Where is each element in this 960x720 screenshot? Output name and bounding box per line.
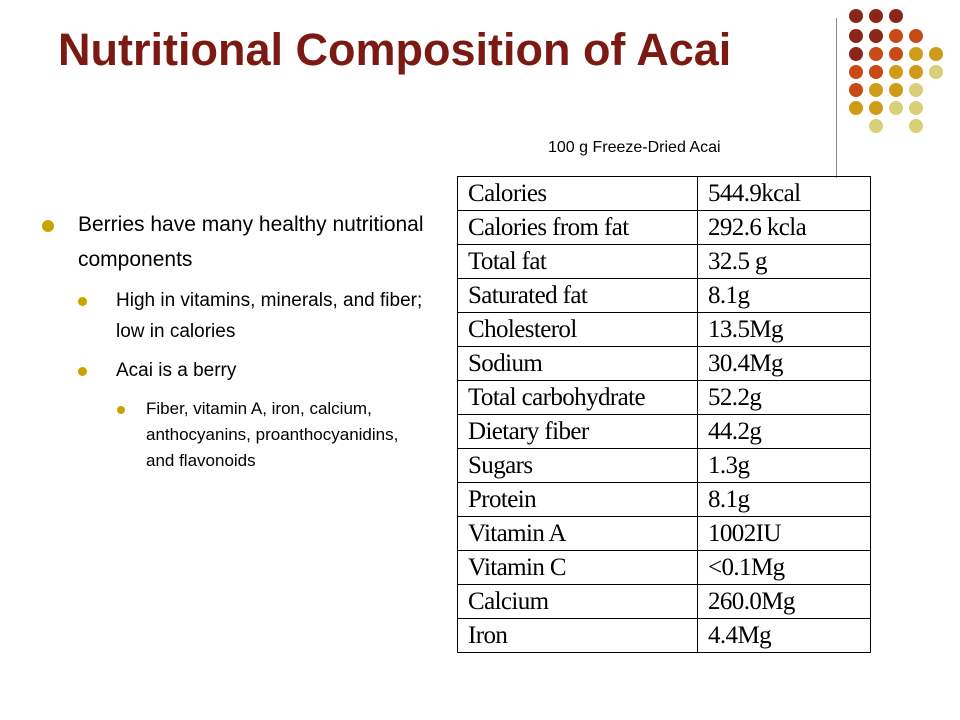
- nutrient-value-cell: 30.4Mg: [697, 346, 871, 381]
- bullet-item-level1: Berries have many healthy nutritional co…: [40, 207, 425, 277]
- nutrient-value-cell: 32.5 g: [697, 244, 871, 279]
- table-row: Iron 4.4Mg: [457, 618, 871, 653]
- decorative-dot-icon: [849, 65, 863, 79]
- slide-title: Nutritional Composition of Acai: [58, 24, 732, 75]
- nutrient-name-cell: Iron: [457, 618, 698, 653]
- decorative-dot-icon: [909, 29, 923, 43]
- nutrient-value-cell: 1.3g: [697, 448, 871, 483]
- nutrient-name-cell: Calories: [457, 176, 698, 211]
- decorative-dot-icon: [869, 83, 883, 97]
- nutrient-value-cell: 4.4Mg: [697, 618, 871, 653]
- decorative-divider-line: [836, 18, 837, 178]
- decorative-dot-icon: [909, 65, 923, 79]
- decorative-dot-icon: [849, 29, 863, 43]
- table-caption: 100 g Freeze-Dried Acai: [548, 139, 721, 156]
- nutrient-value-cell: <0.1Mg: [697, 550, 871, 585]
- decorative-dot-icon: [929, 47, 943, 61]
- table-row: Calcium 260.0Mg: [457, 584, 871, 619]
- decorative-dot-icon: [869, 9, 883, 23]
- bullet-list: Berries have many healthy nutritional co…: [40, 207, 425, 474]
- table-row: Vitamin A 1002IU: [457, 516, 871, 551]
- decorative-dot-icon: [849, 83, 863, 97]
- nutrient-value-cell: 13.5Mg: [697, 312, 871, 347]
- nutrient-value-cell: 8.1g: [697, 482, 871, 517]
- decorative-dot-icon: [869, 101, 883, 115]
- bullet-item-level3: Fiber, vitamin A, iron, calcium, anthocy…: [40, 396, 425, 474]
- nutrient-name-cell: Total carbohydrate: [457, 380, 698, 415]
- bullet-text: Fiber, vitamin A, iron, calcium, anthocy…: [146, 399, 399, 470]
- decorative-dot-icon: [909, 47, 923, 61]
- table-row: Total carbohydrate 52.2g: [457, 380, 871, 415]
- decorative-dot-icon: [909, 101, 923, 115]
- bullet-dot-icon: [42, 220, 54, 232]
- decorative-dot-icon: [849, 101, 863, 115]
- decorative-dot-icon: [909, 119, 923, 133]
- nutrient-name-cell: Calories from fat: [457, 210, 698, 245]
- nutrient-value-cell: 544.9kcal: [697, 176, 871, 211]
- decorative-dot-icon: [889, 29, 903, 43]
- table-row: Calories 544.9kcal: [457, 176, 871, 211]
- table-row: Protein 8.1g: [457, 482, 871, 517]
- nutrient-value-cell: 292.6 kcla: [697, 210, 871, 245]
- decorative-dot-icon: [889, 65, 903, 79]
- nutrient-value-cell: 52.2g: [697, 380, 871, 415]
- bullet-text: Berries have many healthy nutritional co…: [78, 213, 424, 271]
- decorative-dot-icon: [889, 47, 903, 61]
- nutrition-table: Calories 544.9kcal Calories from fat 292.6 …: [457, 176, 871, 653]
- nutrient-value-cell: 8.1g: [697, 278, 871, 313]
- nutrient-value-cell: 1002IU: [697, 516, 871, 551]
- decorative-dot-icon: [869, 29, 883, 43]
- bullet-item-level2: Acai is a berry: [40, 355, 425, 386]
- nutrient-name-cell: Cholesterol: [457, 312, 698, 347]
- table-row: Calories from fat 292.6 kcla: [457, 210, 871, 245]
- decorative-dot-icon: [849, 9, 863, 23]
- bullet-dot-icon: [78, 297, 87, 306]
- nutrient-name-cell: Sodium: [457, 346, 698, 381]
- nutrient-name-cell: Total fat: [457, 244, 698, 279]
- decorative-dot-icon: [889, 83, 903, 97]
- nutrient-name-cell: Protein: [457, 482, 698, 517]
- nutrient-name-cell: Dietary fiber: [457, 414, 698, 449]
- decorative-dot-icon: [869, 119, 883, 133]
- bullet-dot-icon: [117, 406, 125, 414]
- decorative-dot-icon: [849, 47, 863, 61]
- bullet-dot-icon: [78, 367, 87, 376]
- nutrient-name-cell: Calcium: [457, 584, 698, 619]
- decorative-dot-icon: [889, 101, 903, 115]
- decorative-dot-icon: [889, 9, 903, 23]
- nutrient-name-cell: Saturated fat: [457, 278, 698, 313]
- nutrient-name-cell: Vitamin A: [457, 516, 698, 551]
- bullet-item-level2: High in vitamins, minerals, and fiber; l…: [40, 285, 425, 347]
- table-row: Vitamin C <0.1Mg: [457, 550, 871, 585]
- nutrient-value-cell: 260.0Mg: [697, 584, 871, 619]
- bullet-text: High in vitamins, minerals, and fiber; l…: [116, 290, 423, 342]
- decorative-dot-icon: [869, 65, 883, 79]
- table-row: Total fat 32.5 g: [457, 244, 871, 279]
- decorative-dot-icon: [869, 47, 883, 61]
- table-row: Dietary fiber 44.2g: [457, 414, 871, 449]
- nutrient-value-cell: 44.2g: [697, 414, 871, 449]
- nutrient-name-cell: Sugars: [457, 448, 698, 483]
- decorative-dot-icon: [929, 65, 943, 79]
- table-row: Cholesterol 13.5Mg: [457, 312, 871, 347]
- table-row: Saturated fat 8.1g: [457, 278, 871, 313]
- nutrient-name-cell: Vitamin C: [457, 550, 698, 585]
- table-row: Sugars 1.3g: [457, 448, 871, 483]
- bullet-text: Acai is a berry: [116, 360, 237, 381]
- table-row: Sodium 30.4Mg: [457, 346, 871, 381]
- decorative-dot-icon: [909, 83, 923, 97]
